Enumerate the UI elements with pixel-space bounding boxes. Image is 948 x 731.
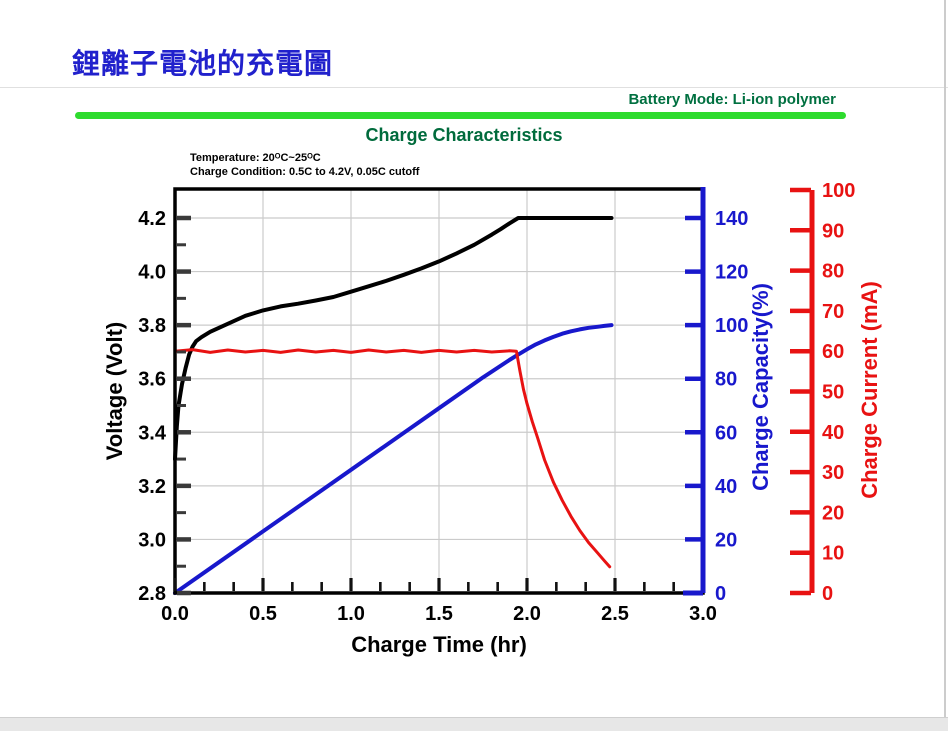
header-divider [0,87,948,88]
svg-text:60: 60 [715,422,737,444]
svg-text:100: 100 [715,315,748,337]
svg-text:Charge Current (mA): Charge Current (mA) [857,281,882,499]
svg-text:3.8: 3.8 [138,315,166,337]
svg-text:2.8: 2.8 [138,583,166,605]
svg-text:2.5: 2.5 [601,603,629,625]
svg-text:50: 50 [822,382,844,404]
svg-text:40: 40 [822,422,844,444]
svg-text:2.0: 2.0 [513,603,541,625]
svg-text:10: 10 [822,543,844,565]
svg-text:100: 100 [822,180,855,202]
plot-grid [175,189,703,593]
svg-text:80: 80 [715,369,737,391]
battery-mode-label: Battery Mode: Li-ion polymer [628,91,836,108]
annotation-charge-condition: Charge Condition: 0.5C to 4.2V, 0.05C cu… [190,166,420,178]
svg-text:0.5: 0.5 [249,603,277,625]
svg-text:3.0: 3.0 [138,529,166,551]
chart-annotations: Temperature: 20ᴼC~25ᴼC Charge Condition:… [190,151,419,179]
svg-text:Charge Capacity(%): Charge Capacity(%) [748,283,773,491]
svg-text:20: 20 [822,502,844,524]
capacity-curve [173,323,614,595]
chart-title: Charge Characteristics [365,125,563,145]
svg-text:40: 40 [715,476,737,498]
svg-text:3.4: 3.4 [138,422,167,444]
annotation-temperature: Temperature: 20ᴼC~25ᴼC [190,152,321,164]
svg-text:1.0: 1.0 [337,603,365,625]
footer-strip [0,717,948,731]
svg-text:20: 20 [715,529,737,551]
svg-text:60: 60 [822,341,844,363]
page-right-border [944,0,946,717]
svg-text:90: 90 [822,220,844,242]
green-divider [75,112,846,119]
svg-text:30: 30 [822,462,844,484]
svg-text:120: 120 [715,262,748,284]
svg-text:4.0: 4.0 [138,262,166,284]
current-curve [173,348,612,569]
svg-text:3.2: 3.2 [138,476,166,498]
svg-text:Charge Time (hr): Charge Time (hr) [351,632,527,657]
capacity-axis: 140 120 100 80 60 40 20 0 Charge Capacity(%) [683,187,773,605]
svg-text:0: 0 [715,583,726,605]
svg-text:0: 0 [822,583,833,605]
svg-text:Voltage (Volt): Voltage (Volt) [102,322,127,461]
svg-text:1.5: 1.5 [425,603,453,625]
svg-text:70: 70 [822,301,844,323]
svg-text:3.0: 3.0 [689,603,717,625]
time-axis: 0.0 0.5 1.0 1.5 2.0 2.5 3.0 Charge Time (hr) [161,578,717,657]
svg-text:4.2: 4.2 [138,208,166,230]
voltage-axis: 4.2 4.0 3.8 3.6 3.4 3.2 3.0 2.8 Voltage (Volt) [102,208,191,605]
page-title: 鋰離子電池的充電圖 [72,48,334,79]
svg-text:3.6: 3.6 [138,369,166,391]
svg-text:0.0: 0.0 [161,603,189,625]
svg-text:80: 80 [822,261,844,283]
svg-text:140: 140 [715,208,748,230]
